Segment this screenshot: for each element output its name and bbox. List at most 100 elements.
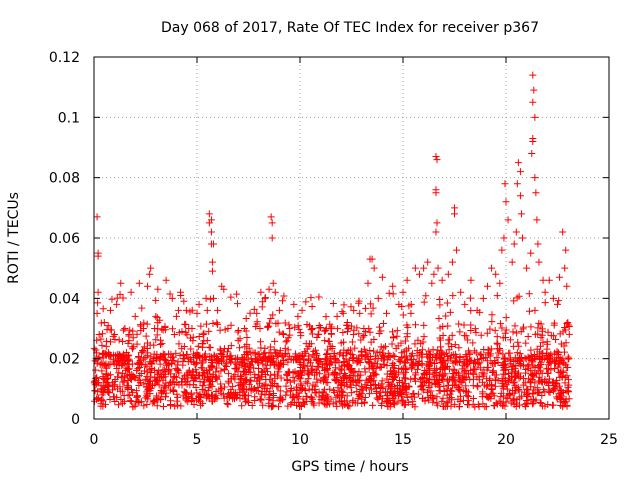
data-point (279, 330, 287, 338)
data-point (352, 381, 360, 389)
data-point (533, 216, 541, 224)
data-point (462, 361, 470, 369)
data-point (378, 377, 386, 385)
data-point (129, 403, 137, 411)
data-point (207, 353, 215, 361)
data-point (412, 371, 420, 379)
data-point (400, 382, 408, 390)
data-point (282, 391, 290, 399)
data-point (206, 295, 214, 303)
data-point (278, 360, 286, 368)
data-point (304, 379, 312, 387)
data-point (388, 340, 396, 348)
data-point (359, 386, 367, 394)
data-point (440, 364, 448, 372)
data-point (253, 309, 261, 317)
data-point (97, 359, 105, 367)
data-point (181, 355, 189, 363)
data-point (157, 341, 165, 349)
data-point (99, 350, 107, 358)
data-point (525, 290, 533, 298)
data-point (545, 388, 553, 396)
data-point (242, 368, 250, 376)
data-point (186, 381, 194, 389)
data-point (152, 336, 160, 344)
data-point (139, 325, 147, 332)
data-point (123, 382, 131, 390)
data-point (330, 386, 338, 394)
data-point (491, 326, 499, 334)
data-point (404, 398, 412, 406)
data-point (420, 386, 428, 394)
data-point (336, 349, 344, 357)
data-point (299, 384, 307, 392)
data-point (92, 366, 100, 374)
data-point (244, 392, 252, 400)
data-point (243, 334, 251, 342)
data-point (389, 328, 397, 336)
data-point (390, 373, 398, 381)
data-point (143, 352, 151, 360)
data-point (538, 331, 546, 339)
data-point (94, 299, 102, 307)
data-point (518, 234, 526, 242)
data-point (341, 371, 349, 379)
data-point (448, 258, 456, 266)
data-point (370, 264, 378, 272)
data-point (110, 393, 118, 401)
data-point (182, 396, 190, 404)
data-point (329, 400, 337, 408)
data-point (508, 258, 516, 266)
data-point (395, 368, 403, 376)
data-point (398, 399, 406, 407)
data-point (437, 354, 445, 362)
data-point (393, 327, 401, 335)
data-point (175, 340, 183, 348)
data-point (355, 330, 363, 338)
data-point (293, 401, 301, 409)
data-point (174, 401, 182, 409)
data-point (319, 361, 327, 369)
data-point (189, 337, 197, 345)
data-point (236, 394, 244, 402)
data-point (466, 294, 474, 302)
data-point (443, 399, 451, 407)
data-point (212, 368, 220, 376)
data-point (449, 292, 457, 300)
data-point (311, 389, 319, 397)
data-point (256, 374, 264, 382)
data-point (522, 339, 530, 347)
data-point (271, 337, 279, 345)
data-point (461, 300, 469, 308)
data-point (434, 346, 442, 354)
data-point (492, 270, 500, 278)
data-point (169, 386, 177, 394)
data-point (324, 379, 332, 387)
data-point (501, 370, 509, 378)
data-point (234, 337, 242, 345)
data-point (532, 189, 540, 197)
data-point (407, 352, 415, 360)
data-point (460, 332, 468, 340)
data-point (134, 365, 142, 373)
data-point (403, 276, 411, 284)
data-point (140, 402, 148, 410)
data-point (397, 339, 405, 347)
data-point (142, 394, 150, 402)
data-point (327, 359, 335, 367)
data-point (469, 339, 477, 347)
data-point (302, 298, 310, 306)
data-point (317, 324, 325, 332)
data-point (396, 358, 404, 366)
data-point (436, 296, 444, 304)
data-point (389, 395, 397, 403)
data-point (217, 389, 225, 397)
data-point (488, 368, 496, 376)
data-point (338, 308, 346, 316)
data-point (505, 349, 513, 357)
data-point (448, 375, 456, 383)
data-point (338, 366, 346, 374)
data-point (233, 290, 241, 298)
data-point (525, 361, 533, 369)
data-point (152, 296, 160, 304)
